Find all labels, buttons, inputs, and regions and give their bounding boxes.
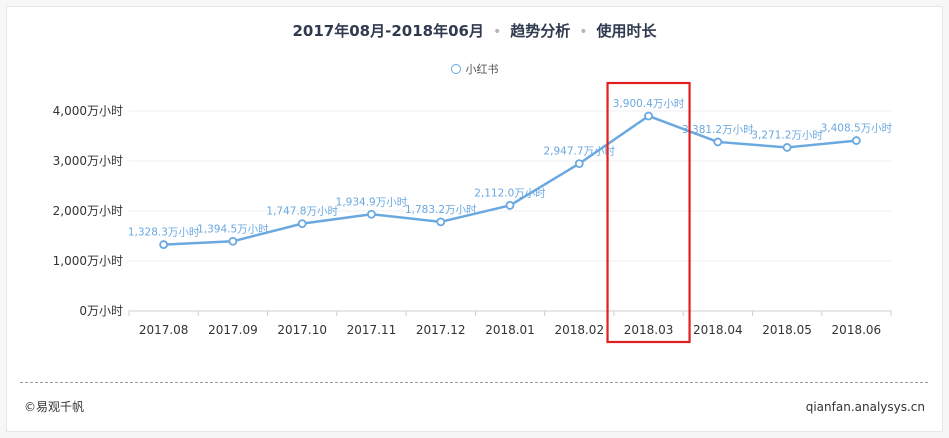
- chart-legend[interactable]: 小红书: [0, 61, 949, 77]
- chart-card: [6, 6, 943, 432]
- data-point: [644, 111, 653, 121]
- data-label: 3,408.5万小时: [821, 123, 893, 135]
- title-separator-1: •: [492, 24, 502, 40]
- footer-divider: [20, 382, 928, 383]
- x-tick-label: 2017.09: [208, 323, 258, 337]
- data-label: 1,783.2万小时: [405, 204, 477, 216]
- highlight-box: [606, 81, 691, 344]
- x-tick-label: 2018.03: [624, 323, 674, 337]
- x-tick-label: 2018.02: [554, 323, 604, 337]
- x-tick-label: 2017.11: [347, 323, 397, 337]
- legend-label: 小红书: [465, 63, 499, 76]
- x-tick-label: 2018.05: [762, 323, 812, 337]
- y-tick-label: 1,000万小时: [53, 254, 123, 268]
- x-tick-label: 2017.12: [416, 323, 466, 337]
- x-tick-label: 2018.04: [693, 323, 743, 337]
- x-tick-label: 2018.01: [485, 323, 535, 337]
- title-separator-2: •: [579, 24, 588, 40]
- data-point: [713, 137, 723, 147]
- data-label: 1,934.9万小时: [336, 196, 408, 208]
- source-credit: ©易观千帆: [24, 400, 85, 414]
- data-label: 3,271.2万小时: [751, 129, 823, 141]
- y-tick-label: 4,000万小时: [53, 104, 123, 118]
- title-period: 2017年08月-2018年06月: [292, 22, 484, 40]
- y-tick-label: 2,000万小时: [53, 204, 123, 218]
- data-label: 1,394.5万小时: [197, 223, 269, 235]
- source-url: qianfan.analysys.cn: [805, 400, 925, 414]
- data-label: 1,328.3万小时: [128, 227, 200, 239]
- data-point: [851, 136, 861, 145]
- y-tick-label: 0万小时: [79, 304, 123, 318]
- data-point: [159, 240, 169, 249]
- data-label: 2,112.0万小时: [474, 187, 546, 199]
- title-part3: 使用时长: [596, 22, 657, 40]
- data-label: 3,381.2万小时: [682, 124, 754, 136]
- data-point: [436, 217, 446, 227]
- data-point: [228, 236, 238, 246]
- data-point: [367, 209, 376, 219]
- x-tick-label: 2018.06: [832, 323, 882, 337]
- data-point: [782, 143, 792, 152]
- data-label: 2,947.7万小时: [543, 146, 615, 158]
- x-tick-label: 2017.10: [277, 323, 327, 337]
- title-part2: 趋势分析: [510, 22, 571, 40]
- data-label: 3,900.4万小时: [613, 98, 685, 110]
- data-label: 1,747.8万小时: [266, 206, 338, 218]
- y-tick-label: 3,000万小时: [53, 154, 123, 168]
- data-point: [574, 159, 584, 169]
- data-point: [297, 219, 307, 229]
- x-tick-label: 2017.08: [139, 323, 189, 337]
- data-point: [505, 200, 515, 210]
- chart-title: 2017年08月-2018年06月 • 趋势分析 • 使用时长: [0, 20, 949, 41]
- legend-marker-icon: [450, 64, 461, 74]
